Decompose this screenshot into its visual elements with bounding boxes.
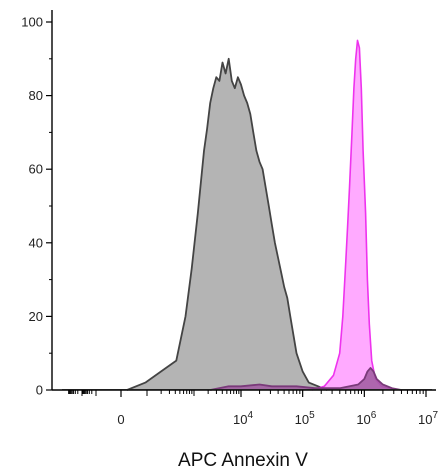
series-2-area — [311, 40, 396, 391]
series-1-line — [126, 57, 328, 391]
series-3-area — [210, 367, 402, 390]
x-tick-label: 107 — [418, 410, 438, 427]
x-tick-label: 106 — [356, 410, 376, 427]
x-axis: 0 104 105 106 107 — [52, 389, 438, 427]
y-tick-label: 100 — [21, 15, 43, 30]
y-tick-label: 0 — [36, 383, 43, 398]
y-tick-label: 80 — [29, 88, 43, 103]
series-layer — [62, 39, 432, 391]
y-axis: 0 20 40 60 80 100 — [21, 10, 53, 398]
y-tick-label: 40 — [29, 235, 43, 250]
x-axis-title: APC Annexin V — [178, 450, 308, 471]
x-tick-label: 104 — [233, 410, 253, 427]
y-tick-label: 20 — [29, 309, 43, 324]
x-tick-label: 105 — [295, 410, 315, 427]
series-2-line — [311, 39, 396, 391]
series-3-line — [210, 367, 402, 391]
series-1-area — [126, 58, 328, 391]
y-tick-label: 60 — [29, 162, 43, 177]
x-tick-label: 0 — [117, 412, 124, 427]
